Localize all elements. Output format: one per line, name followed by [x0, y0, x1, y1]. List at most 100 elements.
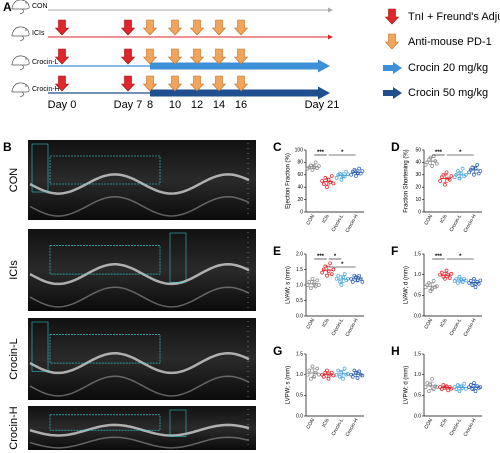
legend-arrow	[383, 62, 402, 74]
data-point	[349, 172, 353, 177]
data-point	[444, 170, 449, 175]
x-tick-label: CON	[305, 317, 316, 330]
x-tick-label: Crocin-L	[448, 213, 463, 233]
y-tick-label: 0.0	[296, 413, 303, 419]
dose-arrow	[384, 8, 400, 25]
x-tick-label: ICIs	[439, 317, 449, 328]
data-point	[329, 370, 334, 375]
data-point	[350, 374, 355, 379]
x-tick-label: CON	[423, 213, 434, 226]
legend-label: TnI + Freund's Adjuvant	[408, 11, 500, 23]
y-tick-label: 20	[297, 197, 303, 203]
data-point	[320, 179, 324, 183]
data-point	[360, 280, 365, 284]
x-tick-label: Crocin-H	[463, 317, 478, 337]
data-point	[317, 283, 321, 287]
echo-measure	[49, 155, 161, 185]
echo-measure	[49, 414, 161, 431]
x-tick-label: Crocin-L	[330, 213, 345, 233]
echo-row-label: CON	[8, 168, 20, 193]
echo-wall	[29, 196, 250, 217]
data-point	[462, 381, 467, 386]
data-point	[444, 268, 449, 273]
data-point	[464, 386, 468, 391]
data-point	[321, 267, 326, 272]
data-point	[449, 174, 454, 178]
data-point	[428, 383, 433, 387]
data-point	[360, 169, 365, 173]
echo-wall	[29, 352, 250, 375]
dose-arrow	[211, 48, 227, 65]
y-tick-label: 1.5	[414, 351, 421, 357]
y-tick-label: 0.0	[414, 413, 421, 419]
data-point	[325, 273, 329, 278]
mouse-eye	[25, 58, 27, 60]
data-point	[310, 364, 315, 369]
significance-label: ***	[317, 254, 325, 260]
y-tick-label: 50	[415, 147, 421, 153]
y-tick-label: 100	[295, 147, 304, 153]
x-tick-label: CON	[305, 417, 316, 430]
data-point	[439, 387, 444, 391]
data-point	[328, 180, 332, 185]
data-point	[360, 373, 365, 378]
panel-label: C	[273, 140, 282, 154]
significance-label: ***	[435, 254, 443, 260]
dose-arrow	[211, 75, 227, 92]
data-point	[452, 175, 457, 180]
echo-wall	[29, 436, 250, 449]
dose-arrow	[167, 75, 183, 92]
panel-label: G	[273, 344, 282, 358]
data-point	[336, 273, 341, 278]
echo-wall	[29, 375, 250, 397]
y-axis-label: LVAW; d (mm)	[404, 266, 410, 304]
y-tick-label: 20	[415, 185, 421, 191]
y-tick-label: 60	[297, 172, 303, 178]
data-point	[310, 167, 315, 172]
x-tick-label: Crocin-H	[463, 213, 478, 233]
group-label: ICIs	[32, 30, 45, 37]
data-point	[438, 179, 442, 183]
y-tick-label: 1.5	[296, 351, 303, 357]
crocin-arrow	[150, 86, 330, 100]
data-point	[427, 389, 431, 394]
echo-wall	[29, 423, 250, 437]
data-point	[357, 369, 361, 374]
echo-readout	[169, 232, 187, 283]
y-axis-label: LVAW; s (mm)	[286, 266, 292, 304]
y-axis-label: LVPW; s (mm)	[286, 366, 292, 404]
y-tick-label: 1.0	[414, 272, 421, 278]
data-point	[331, 181, 336, 186]
data-point	[473, 285, 478, 289]
group-label: Crocin-H	[32, 86, 60, 93]
panel-label: A	[3, 0, 12, 14]
data-point	[329, 174, 334, 178]
significance-label: *	[459, 150, 462, 156]
y-tick-label: 0.5	[296, 298, 303, 304]
data-point	[478, 278, 483, 283]
mouse-eye	[25, 85, 27, 87]
data-point	[339, 177, 344, 182]
day-label: Day 0	[48, 99, 77, 111]
data-point	[430, 287, 434, 291]
x-tick-label: Crocin-H	[463, 417, 478, 437]
legend-label: Crocin 20 mg/kg	[408, 62, 488, 74]
data-point	[350, 280, 355, 284]
y-tick-label: 2.0	[296, 251, 303, 257]
significance-label: *	[334, 254, 337, 260]
group-label: CON	[32, 3, 48, 10]
data-point	[305, 372, 310, 377]
data-point	[334, 176, 339, 180]
x-tick-label: Crocin-H	[345, 213, 360, 233]
dose-arrow	[189, 75, 205, 92]
dose-arrow	[142, 48, 158, 65]
data-point	[317, 372, 321, 377]
y-tick-label: 0.5	[414, 393, 421, 399]
day-label: Day 7	[114, 99, 143, 111]
echo-readout	[31, 143, 49, 193]
data-point	[346, 172, 350, 177]
legend-label: Crocin 50 mg/kg	[408, 87, 488, 99]
data-point	[339, 283, 344, 287]
x-tick-label: ICIs	[439, 213, 449, 224]
x-tick-label: CON	[305, 213, 316, 226]
